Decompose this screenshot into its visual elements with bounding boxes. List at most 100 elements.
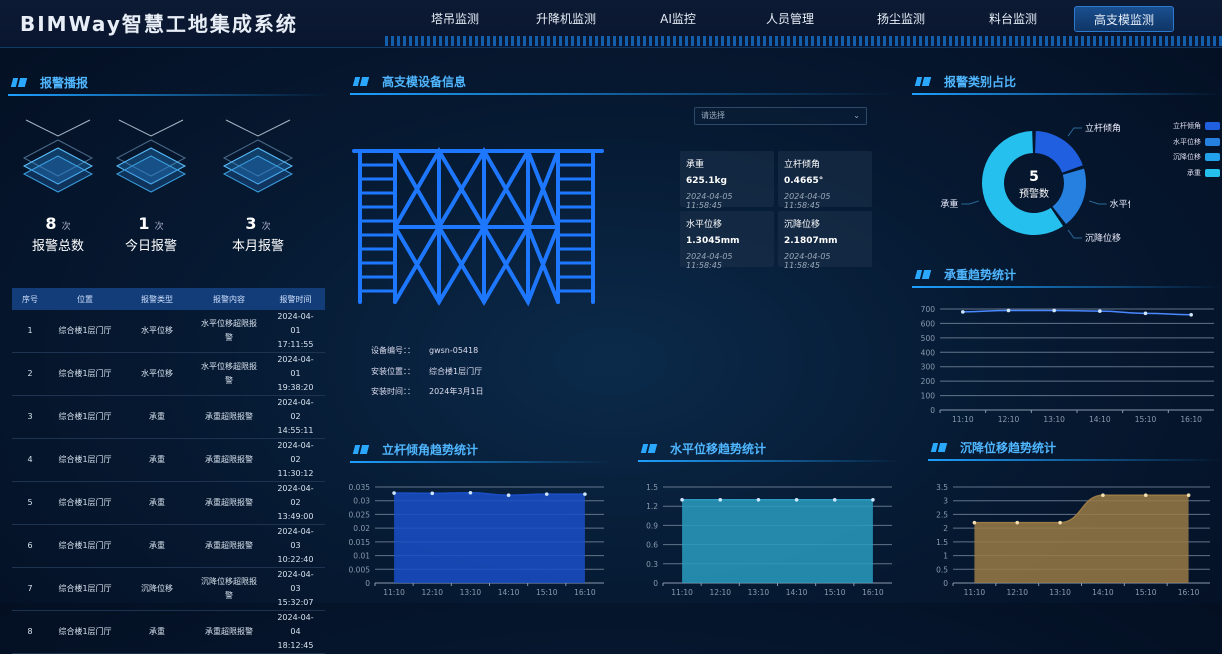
data-point[interactable]	[430, 491, 435, 496]
data-point[interactable]	[392, 491, 396, 495]
data-point[interactable]	[583, 492, 587, 496]
legend-label: 水平位移	[1173, 137, 1201, 146]
info-value: 综合楼1层门厅	[429, 366, 483, 376]
chevron-down-icon: ⌄	[853, 111, 860, 120]
y-tick-label: 100	[921, 392, 936, 401]
column-header: 报警内容	[192, 288, 266, 310]
y-tick-label: 300	[921, 363, 936, 372]
data-point[interactable]	[680, 498, 684, 502]
table-row[interactable]: 6 综合楼1层门厅 承重 承重超限报警 2024-04-03 10:22:40	[12, 524, 325, 568]
area-fill	[974, 495, 1189, 583]
table-cell: 承重	[122, 524, 192, 568]
table-cell: 综合楼1层门厅	[48, 610, 122, 654]
table-row[interactable]: 2 综合楼1层门厅 水平位移 水平位移超限报警 2024-04-01 19:38:20	[12, 352, 325, 396]
pie-leader-line	[1067, 127, 1082, 137]
table-cell: 2024-04-03 10:22:40	[266, 524, 325, 568]
legend-swatch	[1205, 137, 1220, 146]
nav-tab[interactable]: 扬尘监测	[876, 12, 925, 26]
section-device-header: 高支模设备信息	[350, 73, 900, 95]
y-tick-label: 1.5	[646, 483, 658, 492]
data-point[interactable]	[1189, 312, 1193, 317]
data-point[interactable]	[961, 310, 965, 314]
data-point[interactable]	[468, 490, 473, 495]
data-point[interactable]	[871, 498, 875, 502]
table-row[interactable]: 3 综合楼1层门厅 承重 承重超限报警 2024-04-02 14:55:11	[12, 395, 325, 439]
layers-icon	[115, 119, 187, 193]
pie-slice[interactable]	[1052, 168, 1086, 224]
alarm-stat: 1 次今日报警	[111, 108, 196, 254]
x-tick-label: 13:10	[1043, 415, 1065, 424]
table-cell: 综合楼1层门厅	[48, 481, 122, 525]
data-point[interactable]	[1101, 493, 1105, 498]
column-header: 位置	[48, 288, 122, 310]
alarm-stat: 8 次报警总数	[18, 108, 103, 254]
card-label: 立杆倾角	[784, 160, 821, 170]
nav-tab[interactable]: 高支模监测	[1074, 6, 1174, 32]
nav-tab[interactable]: AI监控	[660, 12, 696, 26]
nav-tab[interactable]: 塔吊监测	[430, 12, 479, 26]
data-point[interactable]	[1098, 309, 1102, 313]
data-point[interactable]	[544, 492, 549, 496]
x-tick-label: 12:10	[998, 415, 1020, 424]
y-tick-label: 1.2	[646, 502, 658, 511]
device-select[interactable]: 请选择 ⌄	[694, 107, 867, 125]
section-bars-icon	[640, 444, 658, 453]
legend-item[interactable]: 沉降位移	[1140, 152, 1220, 168]
data-point[interactable]	[1186, 493, 1191, 498]
table-row[interactable]: 8 综合楼1层门厅 承重 承重超限报警 2024-04-04 18:12:45	[12, 610, 325, 654]
pie-slice[interactable]	[1035, 131, 1083, 173]
table-cell: 水平位移超限报警	[192, 352, 266, 396]
data-point[interactable]	[1015, 520, 1020, 525]
device-info-row: 安装时间：： 2024年3月1日	[371, 386, 484, 397]
table-row[interactable]: 4 综合楼1层门厅 承重 承重超限报警 2024-04-02 11:30:12	[12, 438, 325, 482]
x-tick-label: 11:10	[383, 588, 405, 597]
x-tick-label: 12:10	[709, 588, 731, 597]
data-point[interactable]	[832, 498, 837, 502]
nav-tab[interactable]: 智	[1190, 6, 1222, 32]
nav-tab[interactable]: 升降机监测	[535, 12, 596, 26]
nav-tab[interactable]: 料台监测	[988, 12, 1037, 26]
nav-tab[interactable]: 人员管理	[765, 12, 814, 26]
section-title: 高支模设备信息	[382, 75, 467, 89]
table-row[interactable]: 1 综合楼1层门厅 水平位移 水平位移超限报警 2024-04-01 17:11:55	[12, 310, 325, 353]
table-row[interactable]: 5 综合楼1层门厅 承重 承重超限报警 2024-04-02 13:49:00	[12, 481, 325, 525]
section-bars-icon	[914, 270, 932, 279]
data-point[interactable]	[1058, 520, 1062, 525]
y-tick-label: 0.015	[349, 538, 371, 547]
section-bars-icon	[352, 77, 370, 86]
data-point[interactable]	[756, 498, 761, 502]
y-tick-label: 0.02	[353, 524, 370, 533]
table-cell: 2024-04-01 19:38:20	[266, 352, 325, 396]
data-point[interactable]	[1006, 308, 1011, 313]
legend-swatch	[1205, 122, 1220, 130]
legend-swatch	[1205, 168, 1220, 177]
table-cell: 2024-04-01 17:11:55	[266, 310, 325, 353]
table-cell: 4	[12, 438, 48, 482]
data-point[interactable]	[794, 498, 799, 502]
table-row[interactable]: 7 综合楼1层门厅 沉降位移 沉降位移超限报警 2024-04-03 15:32:07	[12, 567, 325, 611]
legend-item[interactable]: 水平位移	[1140, 137, 1220, 153]
x-tick-label: 16:10	[1178, 588, 1200, 597]
info-label: 安装位置：：	[371, 366, 415, 376]
sensor-card: 水平位移 1.3045mm 2024-04-05 11:58:45	[680, 211, 774, 270]
data-point[interactable]	[1143, 311, 1148, 316]
data-point[interactable]	[972, 520, 977, 525]
section-title: 沉降位移趋势统计	[960, 441, 1057, 455]
table-cell: 承重超限报警	[192, 610, 266, 654]
legend-item[interactable]: 承重	[1140, 168, 1220, 184]
stat-unit: 次	[261, 222, 271, 232]
pie-slice[interactable]	[982, 131, 1064, 235]
table-cell: 2024-04-02 14:55:11	[266, 395, 325, 439]
y-tick-label: 0.9	[646, 521, 658, 530]
section-horiz-header: 水平位移趋势统计	[638, 440, 900, 462]
data-point[interactable]	[506, 493, 511, 498]
legend-item[interactable]: 立杆倾角	[1140, 121, 1220, 137]
data-point[interactable]	[1052, 308, 1056, 313]
settlement-trend-chart: 0 0.5 1 1.5 2 2.5 3 3.5 11:10 12:10 13:10 14:10 15:1…	[936, 483, 1210, 597]
section-title: 报警类别占比	[944, 75, 1017, 89]
data-point[interactable]	[718, 498, 723, 502]
section-bars-icon	[914, 77, 932, 86]
data-point[interactable]	[1143, 493, 1148, 498]
table-cell: 水平位移	[122, 352, 192, 396]
y-tick-label: 0.035	[349, 483, 371, 492]
